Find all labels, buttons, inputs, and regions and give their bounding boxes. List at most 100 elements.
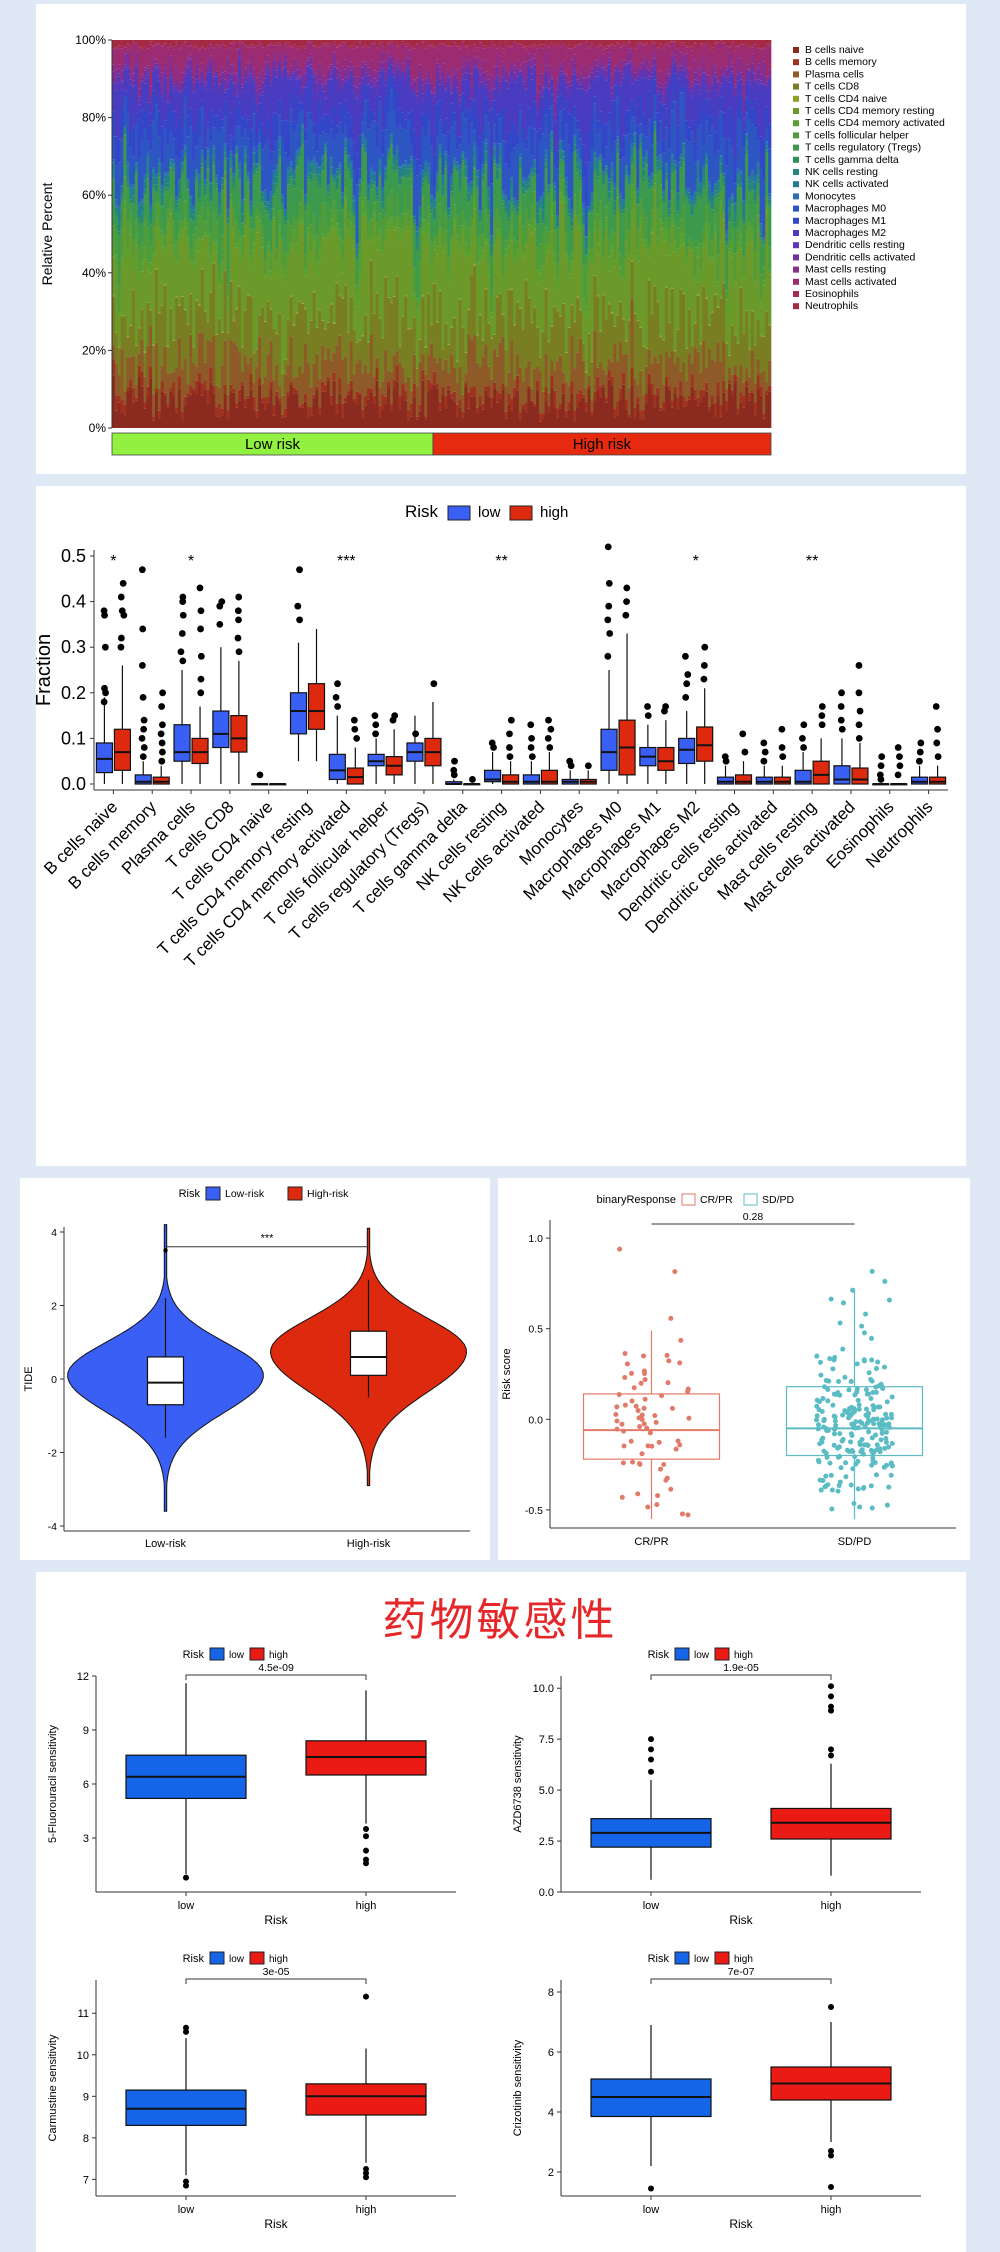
stacked-segment xyxy=(427,206,431,224)
stacked-segment xyxy=(593,158,597,170)
stacked-segment xyxy=(501,200,505,204)
stacked-segment xyxy=(160,194,164,206)
stacked-segment xyxy=(186,115,190,137)
stacked-segment xyxy=(653,95,657,122)
stacked-segment xyxy=(154,40,159,44)
stacked-segment xyxy=(570,152,574,210)
stacked-segment xyxy=(197,198,202,203)
stacked-segment xyxy=(352,398,356,402)
stacked-segment xyxy=(255,49,259,78)
stacked-segment xyxy=(318,167,322,175)
stacked-segment xyxy=(561,303,566,373)
stacked-segment xyxy=(541,265,545,281)
stacked-segment xyxy=(713,40,717,43)
stacked-segment xyxy=(576,168,580,173)
stacked-segment xyxy=(166,78,170,90)
stacked-segment xyxy=(619,61,623,72)
stacked-segment xyxy=(616,68,620,71)
stacked-segment xyxy=(369,259,374,261)
stacked-segment xyxy=(530,47,534,59)
stacked-segment xyxy=(344,148,348,152)
stacked-segment xyxy=(501,286,505,314)
stacked-segment xyxy=(656,76,660,87)
stacked-segment xyxy=(346,80,351,82)
stacked-segment xyxy=(430,78,434,84)
stacked-segment xyxy=(576,407,580,428)
stacked-segment xyxy=(627,41,631,43)
stacked-segment xyxy=(722,186,726,213)
stacked-segment xyxy=(722,112,726,139)
stacked-segment xyxy=(183,309,187,359)
stacked-segment xyxy=(134,123,139,163)
stacked-segment xyxy=(493,143,497,149)
stacked-segment xyxy=(163,43,167,64)
stacked-segment xyxy=(252,353,256,383)
stacked-segment xyxy=(679,40,683,43)
stacked-segment xyxy=(384,60,388,72)
stacked-segment xyxy=(447,344,451,374)
stacked-segment xyxy=(272,45,276,54)
stacked-segment xyxy=(123,176,127,201)
stacked-segment xyxy=(533,191,537,220)
stacked-segment xyxy=(381,201,385,209)
stacked-segment xyxy=(220,190,225,236)
stacked-segment xyxy=(759,302,763,336)
stacked-segment xyxy=(438,100,442,120)
stacked-segment xyxy=(530,322,534,389)
stacked-segment xyxy=(464,373,468,384)
stacked-segment xyxy=(112,162,116,175)
stacked-segment xyxy=(252,44,256,48)
stacked-segment xyxy=(266,300,270,302)
stacked-segment xyxy=(272,53,276,61)
stacked-segment xyxy=(601,269,606,295)
stacked-segment xyxy=(235,96,239,108)
stacked-segment xyxy=(404,130,408,161)
stacked-segment xyxy=(283,60,288,67)
stacked-segment xyxy=(295,376,299,390)
stacked-segment xyxy=(223,71,227,80)
stacked-segment xyxy=(759,83,763,137)
stacked-segment xyxy=(195,73,199,80)
stacked-segment xyxy=(518,206,523,218)
stacked-segment xyxy=(372,313,376,377)
stacked-segment xyxy=(352,375,356,399)
stacked-segment xyxy=(424,90,428,114)
stacked-segment xyxy=(229,64,233,74)
stacked-segment xyxy=(126,337,130,358)
stacked-segment xyxy=(567,213,571,217)
stacked-segment xyxy=(662,409,666,428)
stacked-segment xyxy=(212,393,216,428)
stacked-segment xyxy=(172,371,176,383)
stacked-segment xyxy=(172,165,176,169)
stacked-segment xyxy=(435,174,439,179)
stacked-segment xyxy=(693,43,697,61)
stacked-segment xyxy=(544,40,548,44)
stacked-segment xyxy=(705,152,709,156)
stacked-segment xyxy=(301,93,305,104)
stacked-segment xyxy=(538,84,543,93)
stacked-segment xyxy=(209,110,213,142)
stacked-segment xyxy=(507,201,511,210)
stacked-segment xyxy=(240,74,245,85)
stacked-segment xyxy=(667,214,672,218)
stacked-segment xyxy=(329,174,333,178)
stacked-segment xyxy=(725,243,729,246)
stacked-segment xyxy=(544,168,548,228)
stacked-segment xyxy=(149,86,153,96)
stacked-segment xyxy=(473,44,477,57)
stacked-segment xyxy=(556,417,560,428)
stacked-segment xyxy=(742,84,746,100)
stacked-segment xyxy=(332,175,336,179)
stacked-segment xyxy=(679,92,683,155)
stacked-segment xyxy=(275,164,279,170)
stacked-segment xyxy=(384,276,388,278)
stacked-segment xyxy=(664,44,669,70)
stacked-segment xyxy=(490,89,494,101)
stacked-segment xyxy=(321,233,325,238)
stacked-segment xyxy=(473,167,477,169)
stacked-segment xyxy=(441,186,445,195)
stacked-segment xyxy=(610,100,614,133)
stacked-segment xyxy=(352,40,356,46)
stacked-segment xyxy=(693,281,697,323)
